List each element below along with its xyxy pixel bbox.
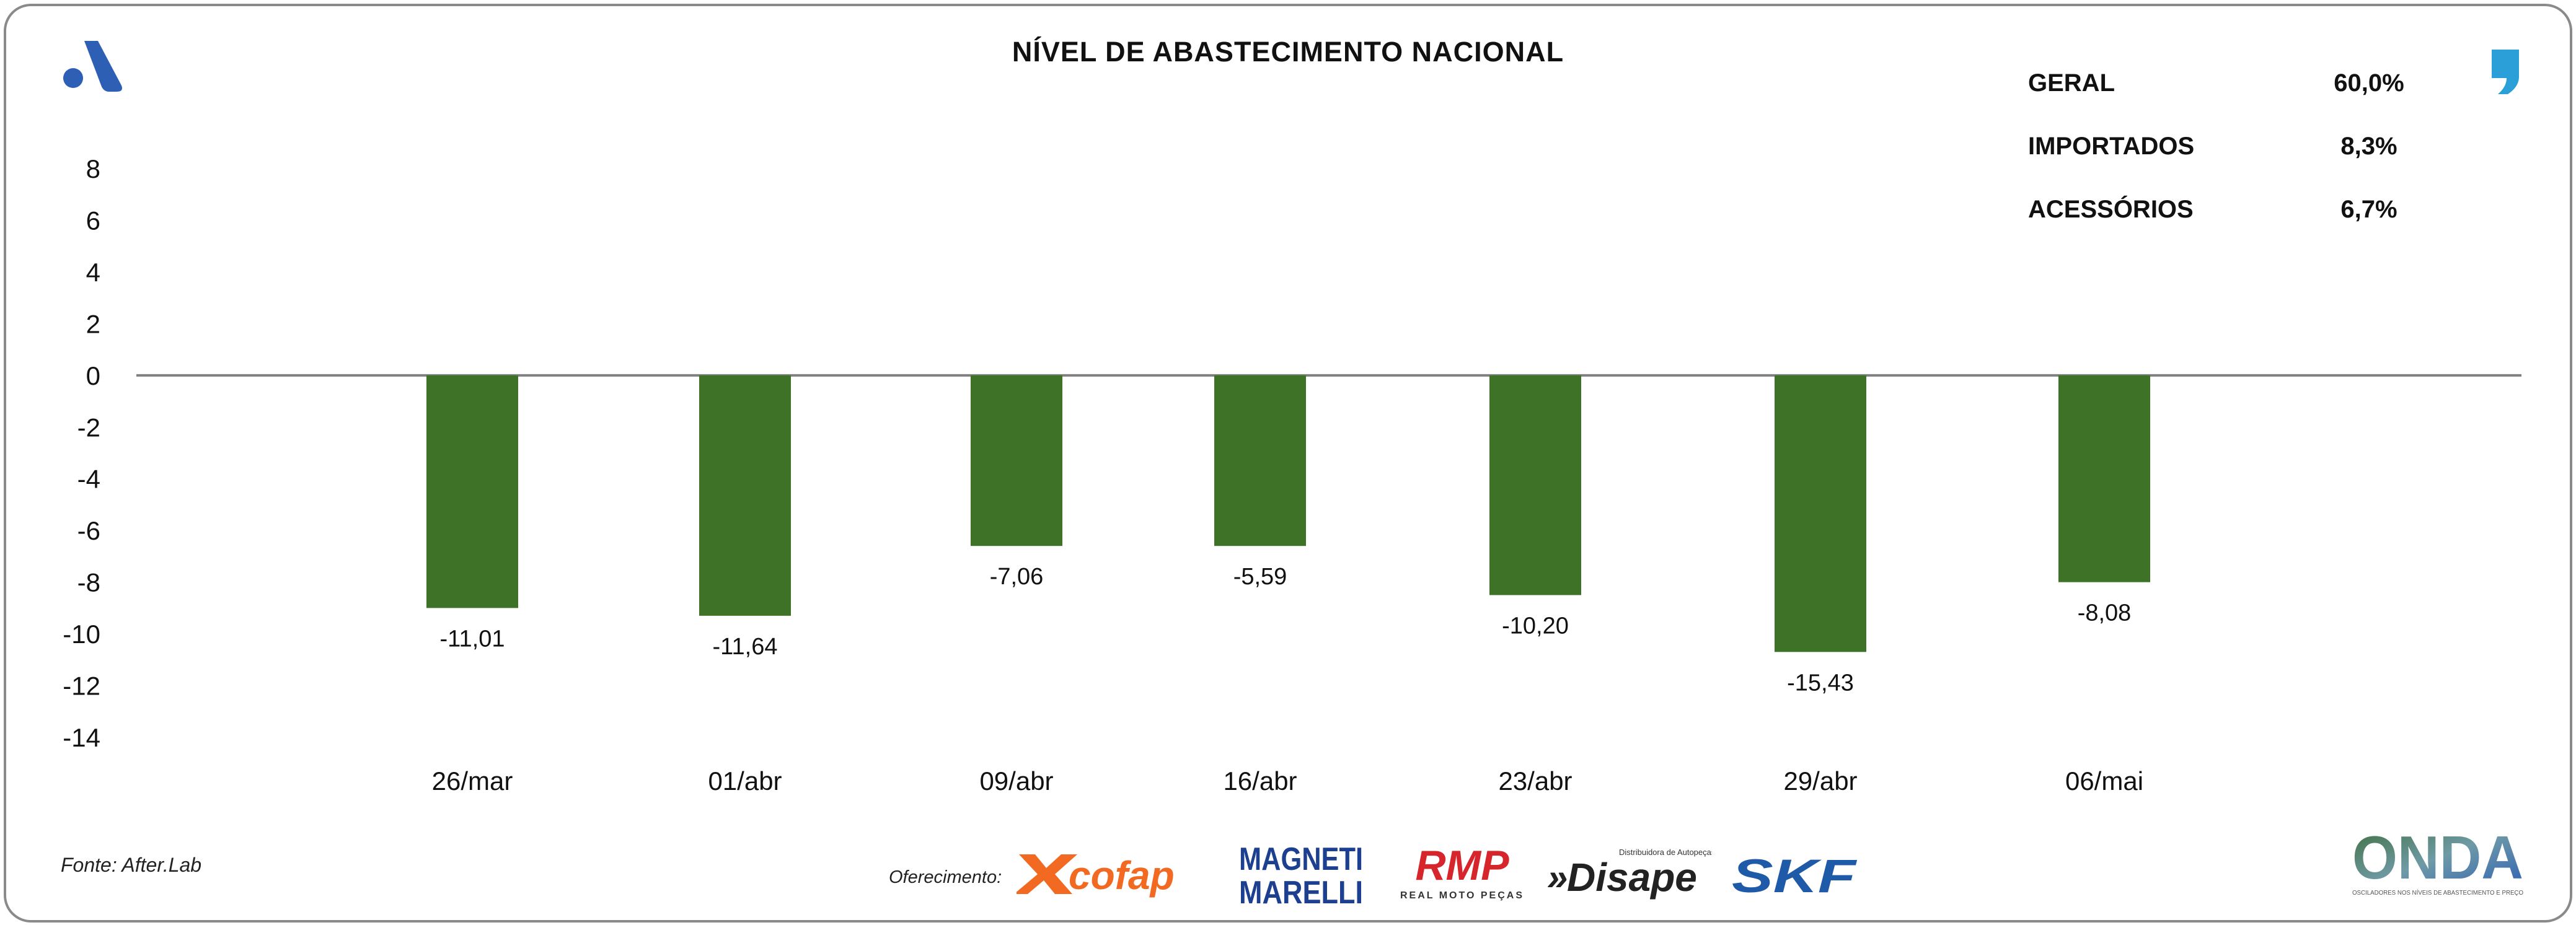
cofap-logo: cofap xyxy=(1017,853,1175,898)
y-tick-label: 0 xyxy=(86,361,100,390)
onda-wordmark: ONDA xyxy=(2352,826,2523,892)
quote-mark-icon xyxy=(2492,50,2519,94)
x-tick-label: 23/abr xyxy=(1498,766,1572,796)
rmp-wordmark: RMP xyxy=(1415,844,1509,889)
stat-row-acessorios: ACESSÓRIOS 6,7% xyxy=(2028,196,2400,233)
rmp-tagline: REAL MOTO PEÇAS xyxy=(1400,890,1524,901)
cofap-wordmark: cofap xyxy=(1069,853,1175,898)
magneti-marelli-logo: MAGNETI MARELLI xyxy=(1239,841,1363,908)
x-axis: 26/mar 01/abr 09/abr 16/abr 23/abr 29/abr 06/m… xyxy=(432,766,2143,796)
stat-value: 8,3% xyxy=(2340,133,2397,160)
x-tick-label: 09/abr xyxy=(979,766,1053,796)
bar xyxy=(1489,375,1581,595)
data-label: -7,06 xyxy=(990,564,1044,590)
y-tick-label: -2 xyxy=(77,413,100,442)
y-tick-label: 4 xyxy=(86,258,100,287)
stat-row-geral: GERAL 60,0% xyxy=(2028,69,2404,107)
y-tick-label: -12 xyxy=(63,672,100,701)
y-tick-label: 2 xyxy=(86,309,100,338)
after-lab-logo-icon xyxy=(63,41,122,92)
stat-label: GERAL xyxy=(2028,69,2115,97)
bar xyxy=(971,375,1062,546)
skf-wordmark: SKF xyxy=(1732,850,1858,903)
data-label: -8,08 xyxy=(2078,600,2132,626)
y-tick-label: -10 xyxy=(63,620,100,649)
x-tick-label: 06/mai xyxy=(2065,766,2143,796)
stat-value: 6,7% xyxy=(2340,196,2397,223)
y-tick-label: -14 xyxy=(63,723,100,752)
chart-title: NÍVEL DE ABASTECIMENTO NACIONAL xyxy=(1012,36,1564,68)
bar xyxy=(1775,375,1866,652)
bar xyxy=(1214,375,1306,546)
svg-text:MAGNETI: MAGNETI xyxy=(1239,841,1363,877)
stat-row-importados: IMPORTADOS 8,3% xyxy=(2028,133,2400,170)
data-label: -11,01 xyxy=(440,626,505,652)
onda-logo: ONDA OSCILADORES NOS NÍVEIS DE ABASTECIM… xyxy=(2352,826,2523,897)
y-tick-label: -4 xyxy=(77,465,100,494)
y-tick-label: -6 xyxy=(77,516,100,545)
x-tick-label: 29/abr xyxy=(1783,766,1857,796)
source-note: Fonte: After.Lab xyxy=(61,854,202,876)
y-tick-label: 8 xyxy=(86,154,100,183)
data-label: -15,43 xyxy=(1787,670,1854,696)
disape-logo: Distribuidora de Autopeças » Disape xyxy=(1547,848,1712,900)
sponsor-label: Oferecimento: xyxy=(889,867,1002,887)
bar xyxy=(699,375,791,616)
x-tick-label: 16/abr xyxy=(1223,766,1297,796)
stat-label: ACESSÓRIOS xyxy=(2028,196,2194,223)
data-label: -5,59 xyxy=(1233,564,1287,590)
disape-wordmark: Disape xyxy=(1567,855,1697,900)
onda-tagline: OSCILADORES NOS NÍVEIS DE ABASTECIMENTO … xyxy=(2352,888,2523,897)
data-label: -11,64 xyxy=(713,634,778,660)
data-label: -10,20 xyxy=(1502,613,1569,639)
rmp-logo: RMP REAL MOTO PEÇAS xyxy=(1400,844,1524,901)
stat-value: 60,0% xyxy=(2334,69,2404,97)
bar xyxy=(426,375,518,608)
y-tick-label: 6 xyxy=(86,206,100,235)
stat-label: IMPORTADOS xyxy=(2028,133,2195,160)
disape-tagline: Distribuidora de Autopeças xyxy=(1619,848,1712,857)
bars: -11,01 -11,64 -7,06 -5,59 -10,20 -15,43 -8,08 xyxy=(426,375,2150,696)
y-tick-label: -8 xyxy=(77,568,100,597)
x-tick-label: 26/mar xyxy=(432,766,513,796)
y-axis: 8 6 4 2 0 -2 -4 -6 -8 -10 -12 -14 xyxy=(63,154,100,752)
skf-logo: SKF xyxy=(1732,850,1858,903)
x-tick-label: 01/abr xyxy=(708,766,782,796)
svg-text:MARELLI: MARELLI xyxy=(1239,875,1363,908)
svg-text:»: » xyxy=(1547,856,1568,898)
bar xyxy=(2058,375,2150,582)
